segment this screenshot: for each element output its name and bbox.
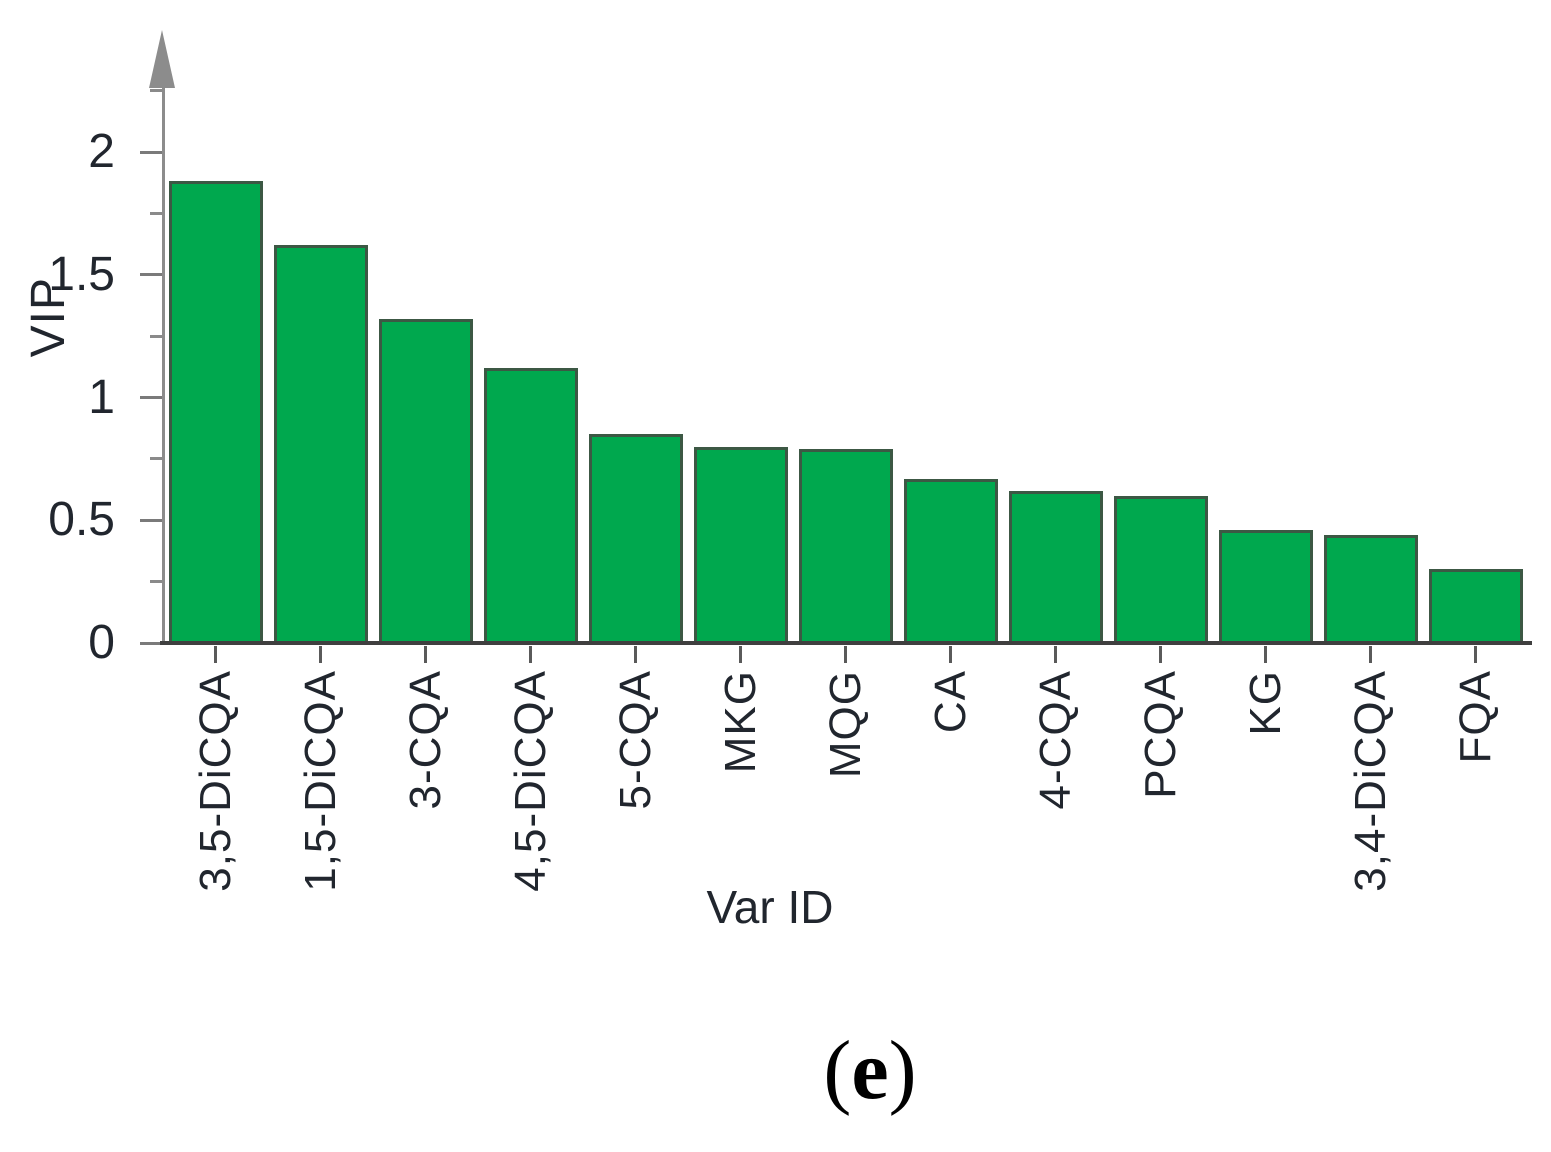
y-minor-tick (150, 457, 163, 461)
caption-letter: e (851, 1024, 889, 1117)
x-tick-4-CQA (1054, 646, 1057, 663)
x-tick-MQG (844, 646, 847, 663)
x-tick-label-4,5-DiCQA: 4,5-DiCQA (505, 670, 555, 892)
bar-4,5-DiCQA (483, 368, 578, 643)
x-tick-PCQA (1159, 646, 1162, 663)
x-tick-label-PCQA: PCQA (1135, 670, 1185, 799)
x-tick-label-5-CQA: 5-CQA (610, 670, 660, 810)
x-tick-KG (1264, 646, 1267, 663)
x-axis-line (160, 641, 1532, 645)
bar-FQA (1428, 569, 1523, 643)
x-tick-5-CQA (634, 646, 637, 663)
bar-3,4-DiCQA (1323, 534, 1418, 643)
y-tick-label-1.5: 1.5 (48, 247, 115, 301)
caption-paren-close: ) (888, 1024, 917, 1117)
y-tick-0.5 (140, 518, 163, 522)
x-tick-label-3,4-DiCQA: 3,4-DiCQA (1345, 670, 1395, 892)
bar-1,5-DiCQA (273, 245, 368, 643)
x-tick-3,4-DiCQA (1369, 646, 1372, 663)
bar-3,5-DiCQA (168, 181, 263, 643)
figure-caption: (e) (670, 1022, 1070, 1119)
x-tick-label-MKG: MKG (715, 670, 765, 774)
bar-KG (1218, 530, 1313, 643)
bar-3-CQA (378, 318, 473, 643)
x-tick-label-3-CQA: 3-CQA (400, 670, 450, 810)
x-tick-1,5-DiCQA (319, 646, 322, 663)
y-tick-label-1: 1 (88, 370, 115, 424)
caption-paren-open: ( (823, 1024, 852, 1117)
x-tick-label-4-CQA: 4-CQA (1030, 670, 1080, 810)
y-tick-label-2: 2 (88, 125, 115, 178)
y-minor-tick (150, 211, 163, 215)
bar-4-CQA (1008, 490, 1103, 643)
x-tick-label-KG: KG (1240, 670, 1290, 736)
x-tick-label-CA: CA (925, 670, 975, 734)
x-tick-label-MQG: MQG (820, 670, 870, 779)
x-tick-3,5-DiCQA (214, 646, 217, 663)
x-tick-MKG (739, 646, 742, 663)
bar-MKG (693, 446, 788, 643)
x-tick-label-1,5-DiCQA: 1,5-DiCQA (295, 670, 345, 892)
y-axis-arrow-icon (149, 30, 175, 88)
bar-CA (903, 478, 998, 643)
y-tick-label-0.5: 0.5 (48, 493, 115, 547)
bar-5-CQA (588, 434, 683, 643)
bar-MQG (798, 449, 893, 643)
x-tick-CA (949, 646, 952, 663)
y-axis-line (161, 50, 165, 643)
x-axis-title: Var ID (706, 881, 834, 933)
x-tick-label-3,5-DiCQA: 3,5-DiCQA (190, 670, 240, 892)
y-minor-tick (150, 580, 163, 584)
x-tick-FQA (1474, 646, 1477, 663)
y-tick-2 (140, 150, 163, 154)
y-tick-0 (140, 641, 163, 645)
y-tick-1 (140, 396, 163, 399)
vip-bar-chart: VIP 3,5-DiCQA 1,5-DiCQA 3-CQA 4,5-DiCQA 5-CQ… (22, 30, 1532, 892)
x-tick-4,5-DiCQA (529, 646, 532, 663)
y-tick-label-0: 0 (88, 616, 115, 669)
x-tick-3-CQA (424, 646, 427, 663)
bar-PCQA (1113, 495, 1208, 643)
y-minor-tick (150, 89, 163, 93)
y-tick-1.5 (140, 273, 163, 277)
x-tick-label-FQA: FQA (1450, 670, 1500, 764)
y-minor-tick (150, 334, 163, 338)
